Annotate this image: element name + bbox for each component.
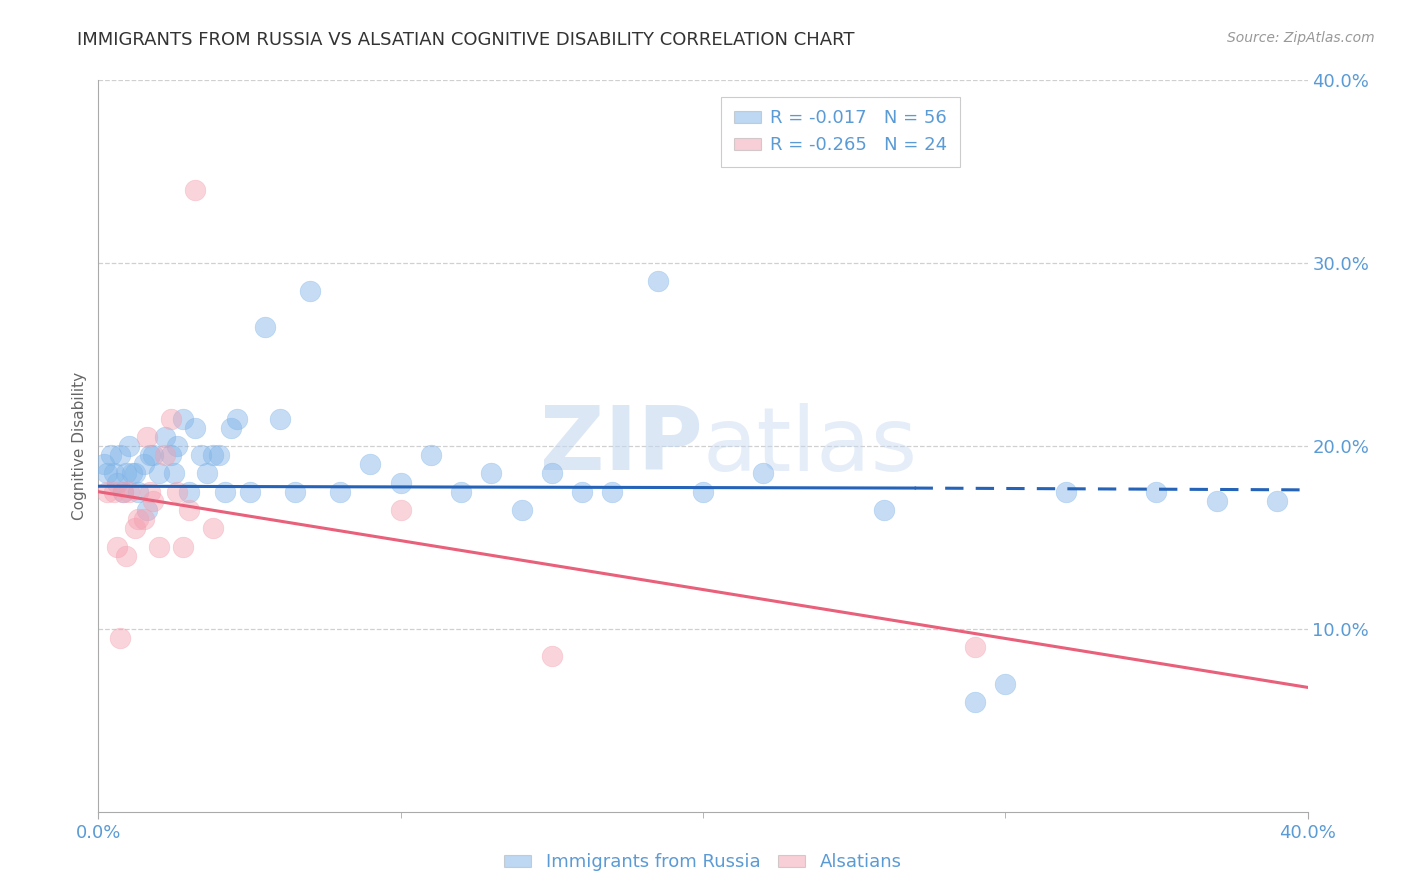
Y-axis label: Cognitive Disability: Cognitive Disability — [72, 372, 87, 520]
Point — [221, 421, 243, 435]
Point — [163, 467, 186, 481]
Point — [994, 676, 1017, 690]
Point — [389, 503, 412, 517]
Text: Source: ZipAtlas.com: Source: ZipAtlas.com — [1227, 31, 1375, 45]
Point — [166, 439, 188, 453]
Point — [124, 521, 146, 535]
Point — [571, 484, 593, 499]
Legend: R = -0.017   N = 56, R = -0.265   N = 24: R = -0.017 N = 56, R = -0.265 N = 24 — [721, 96, 960, 167]
Legend: Immigrants from Russia, Alsatians: Immigrants from Russia, Alsatians — [496, 847, 910, 879]
Point — [153, 430, 176, 444]
Point — [752, 467, 775, 481]
Point — [965, 695, 987, 709]
Point — [118, 439, 141, 453]
Point — [132, 512, 155, 526]
Point — [153, 448, 176, 462]
Point — [127, 512, 149, 526]
Point — [172, 411, 194, 425]
Point — [299, 284, 322, 298]
Point — [647, 275, 669, 289]
Point — [1144, 484, 1167, 499]
Point — [184, 421, 207, 435]
Point — [108, 631, 131, 645]
Point — [540, 649, 562, 664]
Point — [450, 484, 472, 499]
Point — [160, 411, 183, 425]
Point — [1054, 484, 1077, 499]
Point — [108, 448, 131, 462]
Point — [1206, 494, 1229, 508]
Point — [873, 503, 896, 517]
Point — [160, 448, 183, 462]
Text: IMMIGRANTS FROM RUSSIA VS ALSATIAN COGNITIVE DISABILITY CORRELATION CHART: IMMIGRANTS FROM RUSSIA VS ALSATIAN COGNI… — [77, 31, 855, 49]
Point — [118, 484, 141, 499]
Point — [208, 448, 231, 462]
Point — [202, 448, 225, 462]
Point — [360, 457, 382, 471]
Point — [202, 521, 225, 535]
Point — [602, 484, 624, 499]
Point — [179, 503, 201, 517]
Point — [389, 475, 412, 490]
Point — [184, 183, 207, 197]
Point — [226, 411, 249, 425]
Point — [111, 484, 134, 499]
Point — [139, 448, 162, 462]
Point — [142, 448, 165, 462]
Point — [510, 503, 533, 517]
Point — [127, 484, 149, 499]
Point — [114, 467, 136, 481]
Point — [420, 448, 443, 462]
Point — [135, 430, 157, 444]
Point — [100, 448, 122, 462]
Point — [103, 484, 125, 499]
Point — [190, 448, 212, 462]
Point — [103, 467, 125, 481]
Point — [105, 475, 128, 490]
Point — [965, 640, 987, 655]
Point — [114, 549, 136, 563]
Point — [284, 484, 307, 499]
Point — [93, 457, 115, 471]
Point — [179, 484, 201, 499]
Point — [121, 467, 143, 481]
Point — [111, 484, 134, 499]
Point — [692, 484, 714, 499]
Point — [105, 540, 128, 554]
Point — [135, 503, 157, 517]
Point — [239, 484, 262, 499]
Point — [540, 467, 562, 481]
Point — [195, 467, 218, 481]
Point — [481, 467, 503, 481]
Point — [139, 484, 162, 499]
Point — [253, 320, 276, 334]
Point — [1267, 494, 1289, 508]
Text: atlas: atlas — [703, 402, 918, 490]
Point — [124, 467, 146, 481]
Text: ZIP: ZIP — [540, 402, 703, 490]
Point — [214, 484, 236, 499]
Point — [96, 484, 118, 499]
Point — [148, 540, 170, 554]
Point — [96, 467, 118, 481]
Point — [166, 484, 188, 499]
Point — [329, 484, 352, 499]
Point — [269, 411, 291, 425]
Point — [142, 494, 165, 508]
Point — [148, 467, 170, 481]
Point — [132, 457, 155, 471]
Point — [172, 540, 194, 554]
